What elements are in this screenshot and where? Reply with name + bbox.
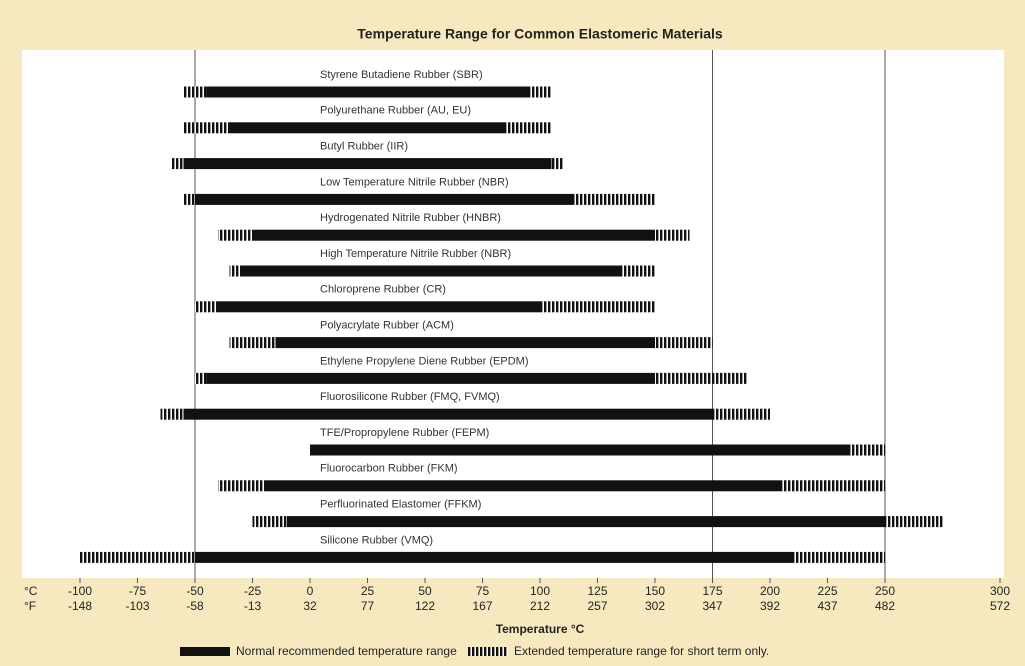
normal-bar: [206, 86, 529, 98]
fahrenheit-tick-label: -13: [244, 599, 262, 613]
normal-bar: [287, 516, 885, 528]
category-label: Styrene Butadiene Rubber (SBR): [320, 69, 483, 81]
x-tick-label: -50: [186, 584, 204, 598]
extended-high-bar: [655, 229, 690, 241]
x-axis-label: Temperature °C: [496, 622, 585, 636]
fahrenheit-tick-label: 257: [587, 599, 607, 613]
fahrenheit-tick-label: 572: [990, 599, 1010, 613]
fahrenheit-tick-label: -148: [68, 599, 92, 613]
extended-high-bar: [620, 265, 655, 277]
extended-low-bar: [183, 86, 207, 98]
x-tick-label: 225: [817, 584, 837, 598]
x-tick-label: 25: [361, 584, 375, 598]
normal-bar: [218, 301, 540, 313]
extended-high-bar: [781, 480, 885, 492]
fahrenheit-tick-label: 122: [415, 599, 435, 613]
extended-low-bar: [195, 301, 218, 313]
fahrenheit-tick-label: 212: [530, 599, 550, 613]
extended-high-bar: [655, 372, 747, 384]
extended-high-bar: [505, 122, 552, 134]
normal-bar: [183, 158, 552, 170]
legend-extended: Extended temperature range for short ter…: [514, 644, 769, 658]
category-label: Hydrogenated Nitrile Rubber (HNBR): [320, 212, 501, 224]
normal-bar: [264, 480, 782, 492]
extended-low-bar: [195, 372, 207, 384]
fahrenheit-unit: °F: [24, 599, 36, 613]
normal-bar: [229, 122, 506, 134]
extended-low-bar: [172, 158, 184, 170]
fahrenheit-tick-label: 437: [817, 599, 837, 613]
extended-low-bar: [229, 337, 276, 349]
x-tick-label: 300: [990, 584, 1010, 598]
fahrenheit-tick-label: 77: [361, 599, 375, 613]
category-label: Perfluorinated Elastomer (FFKM): [320, 499, 481, 511]
extended-high-bar: [850, 444, 885, 456]
x-tick-label: 150: [645, 584, 665, 598]
extended-low-bar: [218, 229, 253, 241]
fahrenheit-tick-label: 32: [303, 599, 317, 613]
normal-bar: [241, 265, 621, 277]
extended-high-bar: [712, 408, 770, 420]
fahrenheit-tick-label: 482: [875, 599, 895, 613]
x-tick-label: 75: [476, 584, 490, 598]
x-tick-label: 200: [760, 584, 780, 598]
normal-bar: [183, 408, 713, 420]
x-tick-label: 0: [307, 584, 314, 598]
extended-high-bar: [540, 301, 655, 313]
extended-low-bar: [80, 551, 195, 563]
extended-low-bar: [183, 193, 195, 205]
legend-normal: Normal recommended temperature range: [236, 644, 457, 658]
category-label: Fluorocarbon Rubber (FKM): [320, 463, 458, 475]
extended-high-bar: [528, 86, 552, 98]
normal-bar: [206, 372, 655, 384]
category-label: High Temperature Nitrile Rubber (NBR): [320, 248, 511, 260]
x-tick-label: 175: [702, 584, 722, 598]
fahrenheit-tick-label: -58: [186, 599, 204, 613]
extended-high-bar: [885, 516, 943, 528]
extended-low-bar: [229, 265, 241, 277]
normal-bar: [252, 229, 655, 241]
x-tick-label: 250: [875, 584, 895, 598]
celsius-unit: °C: [24, 584, 38, 598]
category-label: Butyl Rubber (IIR): [320, 141, 408, 153]
fahrenheit-tick-label: 302: [645, 599, 665, 613]
extended-low-bar: [218, 480, 264, 492]
normal-bar: [275, 337, 655, 349]
fahrenheit-tick-label: 347: [702, 599, 722, 613]
x-tick-label: 50: [418, 584, 432, 598]
extended-low-bar: [252, 516, 287, 528]
extended-low-bar: [160, 408, 184, 420]
category-label: Ethylene Propylene Diene Rubber (EPDM): [320, 355, 529, 367]
category-label: Low Temperature Nitrile Rubber (NBR): [320, 176, 509, 188]
normal-bar: [310, 444, 851, 456]
x-tick-label: -100: [68, 584, 92, 598]
chart-title: Temperature Range for Common Elastomeric…: [357, 26, 723, 42]
legend-extended-swatch: [468, 647, 508, 656]
extended-high-bar: [655, 337, 713, 349]
category-label: Fluorosilicone Rubber (FMQ, FVMQ): [320, 391, 500, 403]
x-tick-label: -75: [129, 584, 147, 598]
normal-bar: [195, 193, 575, 205]
category-label: Chloroprene Rubber (CR): [320, 284, 446, 296]
category-label: TFE/Propropylene Rubber (FEPM): [320, 427, 489, 439]
extended-low-bar: [183, 122, 230, 134]
category-label: Polyacrylate Rubber (ACM): [320, 320, 454, 332]
fahrenheit-tick-label: 392: [760, 599, 780, 613]
x-tick-label: 100: [530, 584, 550, 598]
category-label: Silicone Rubber (VMQ): [320, 534, 433, 546]
normal-bar: [195, 551, 793, 563]
extended-high-bar: [574, 193, 655, 205]
extended-high-bar: [551, 158, 563, 170]
fahrenheit-tick-label: -103: [125, 599, 149, 613]
x-tick-label: 125: [587, 584, 607, 598]
legend-normal-swatch: [180, 647, 230, 656]
category-label: Polyurethane Rubber (AU, EU): [320, 105, 471, 117]
x-tick-label: -25: [244, 584, 262, 598]
fahrenheit-tick-label: 167: [472, 599, 492, 613]
extended-high-bar: [793, 551, 885, 563]
